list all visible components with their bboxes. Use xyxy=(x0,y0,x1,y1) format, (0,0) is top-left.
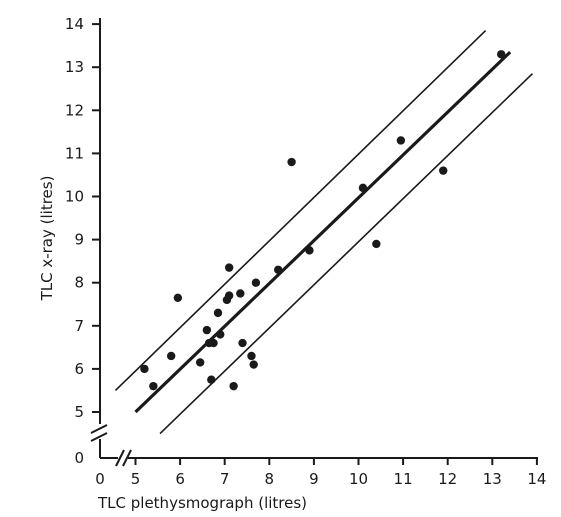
reference-lines-group xyxy=(114,29,533,435)
x-tick-label: 0 xyxy=(95,470,105,488)
data-point xyxy=(238,338,247,348)
y-tick-label: 14 xyxy=(65,15,84,33)
data-point xyxy=(229,381,238,391)
y-tick-label: 10 xyxy=(65,188,84,206)
ticks-group: 0 5 6 7 8 9 10 11 12 13 14 0 5 6 7 8 9 10 11 12 13 14 xyxy=(65,15,547,488)
data-point xyxy=(249,360,258,369)
x-tick-label: 9 xyxy=(309,470,319,488)
x-tick-label: 6 xyxy=(175,470,185,488)
x-axis-title: TLC plethysmograph (litres) xyxy=(97,494,307,512)
data-point xyxy=(497,50,506,59)
data-point xyxy=(207,375,216,384)
data-point xyxy=(149,381,158,391)
data-point xyxy=(166,351,176,361)
data-point xyxy=(216,330,225,339)
data-point xyxy=(287,157,296,167)
x-tick-label: 12 xyxy=(438,470,457,488)
axes-group xyxy=(90,18,538,467)
x-tick-label: 11 xyxy=(394,470,413,488)
data-point xyxy=(209,338,218,348)
y-tick-label: 0 xyxy=(74,449,84,467)
data-point xyxy=(439,166,448,175)
y-tick-label: 6 xyxy=(74,360,84,378)
data-point xyxy=(358,183,368,193)
data-points-group xyxy=(140,50,506,391)
x-tick-label: 5 xyxy=(131,470,141,488)
data-point xyxy=(224,263,234,272)
y-tick-label: 13 xyxy=(65,58,84,76)
data-point xyxy=(140,364,149,374)
upper-limit-line xyxy=(114,29,487,392)
data-point xyxy=(305,246,314,255)
y-axis-break-mark xyxy=(90,424,108,434)
data-point xyxy=(236,289,245,298)
y-tick-label: 8 xyxy=(74,274,84,292)
y-tick-label: 5 xyxy=(74,403,84,421)
y-axis-title: TLC x-ray (litres) xyxy=(38,176,56,302)
data-point xyxy=(202,325,212,335)
y-tick-label: 7 xyxy=(74,317,84,335)
data-point xyxy=(213,308,223,318)
data-point xyxy=(173,293,183,302)
data-point xyxy=(195,358,205,367)
x-tick-label: 10 xyxy=(349,470,368,488)
y-tick-label: 11 xyxy=(65,144,84,162)
x-axis-break-mark xyxy=(122,449,132,467)
y-tick-label: 12 xyxy=(65,101,84,119)
data-point xyxy=(251,278,261,287)
data-point xyxy=(224,291,234,300)
y-tick-label: 9 xyxy=(74,231,84,249)
lower-limit-line xyxy=(159,73,533,435)
y-axis-break-mark xyxy=(90,432,108,442)
x-tick-label: 8 xyxy=(265,470,275,488)
data-point xyxy=(372,239,381,249)
data-point xyxy=(274,265,283,274)
x-tick-label: 7 xyxy=(220,470,230,488)
data-point xyxy=(396,136,406,145)
x-tick-label: 13 xyxy=(483,470,502,488)
data-point xyxy=(247,351,256,361)
regression-line xyxy=(134,50,512,414)
x-axis-break-mark xyxy=(115,449,125,467)
x-tick-label: 14 xyxy=(527,470,546,488)
